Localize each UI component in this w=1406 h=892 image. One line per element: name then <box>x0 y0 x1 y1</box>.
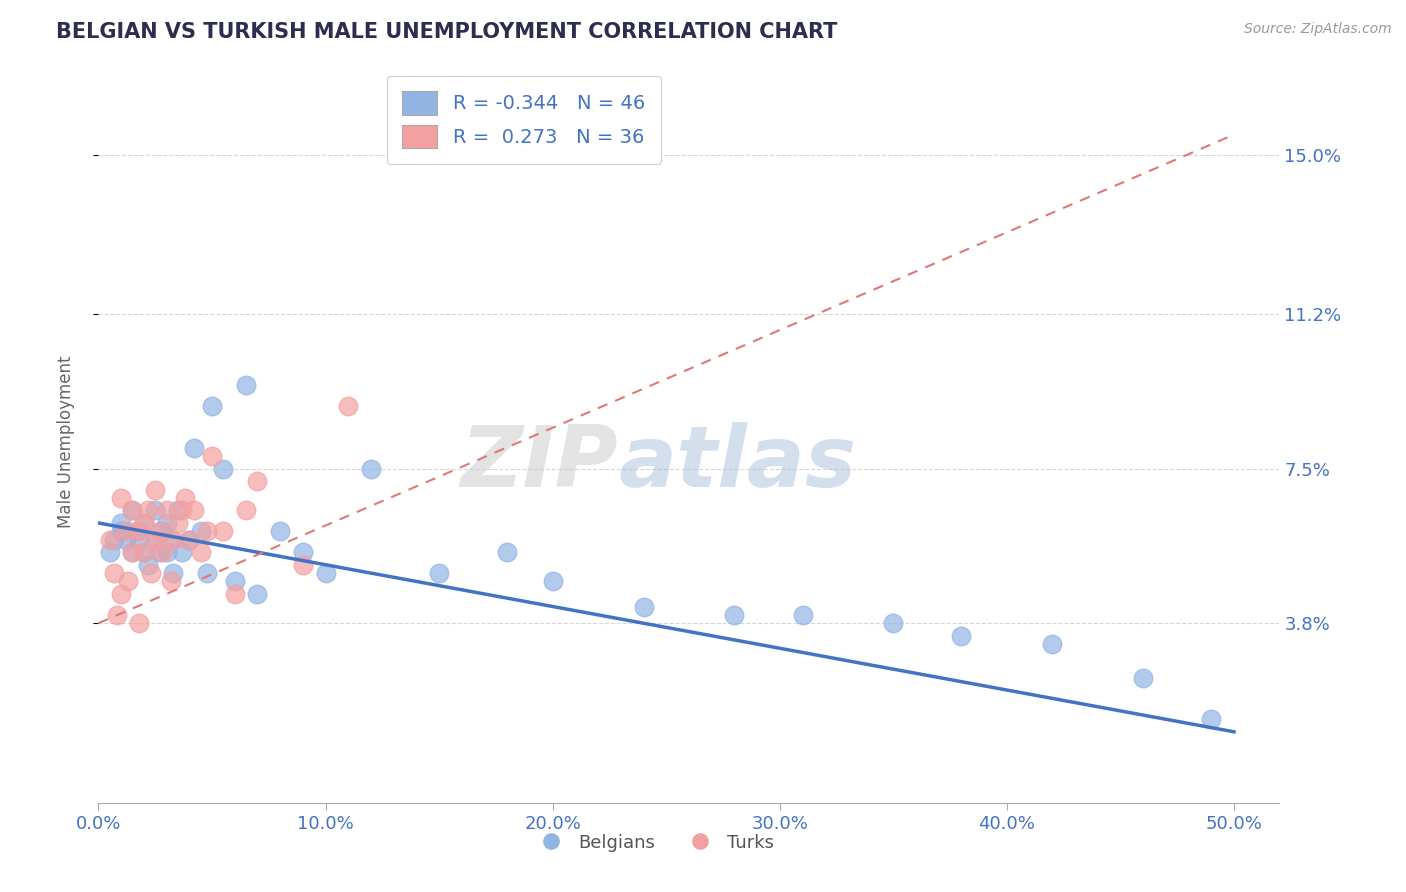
Point <box>496 545 519 559</box>
Point <box>723 607 745 622</box>
Point <box>143 503 166 517</box>
Point <box>950 629 973 643</box>
Point <box>103 533 125 547</box>
Point <box>269 524 291 539</box>
Point <box>246 587 269 601</box>
Point <box>201 399 224 413</box>
Point <box>149 545 172 559</box>
Point <box>212 461 235 475</box>
Point <box>160 574 183 589</box>
Point <box>201 449 224 463</box>
Point <box>138 503 160 517</box>
Point <box>179 533 201 547</box>
Point <box>114 524 136 539</box>
Point <box>128 616 150 631</box>
Point <box>110 491 132 505</box>
Point <box>197 566 219 580</box>
Point <box>1201 712 1223 726</box>
Point <box>1132 671 1154 685</box>
Text: Source: ZipAtlas.com: Source: ZipAtlas.com <box>1244 22 1392 37</box>
Point <box>132 545 155 559</box>
Point <box>150 524 173 539</box>
Point <box>110 524 132 539</box>
Point <box>105 607 128 622</box>
Point <box>167 516 190 530</box>
Point <box>315 566 337 580</box>
Point <box>541 574 564 589</box>
Point <box>121 545 143 559</box>
Point <box>190 524 212 539</box>
Point <box>162 533 184 547</box>
Point <box>128 533 150 547</box>
Point <box>143 483 166 497</box>
Point <box>167 503 190 517</box>
Text: ZIP: ZIP <box>460 422 619 505</box>
Y-axis label: Male Unemployment: Male Unemployment <box>56 355 75 528</box>
Point <box>138 558 160 572</box>
Point <box>121 503 143 517</box>
Point <box>173 491 195 505</box>
Point <box>235 503 257 517</box>
Point <box>143 533 166 547</box>
Point <box>291 558 314 572</box>
Text: atlas: atlas <box>619 422 856 505</box>
Point <box>427 566 450 580</box>
Point <box>172 545 194 559</box>
Point <box>117 574 139 589</box>
Point <box>212 524 235 539</box>
Point <box>110 516 132 530</box>
Point <box>291 545 314 559</box>
Point <box>121 545 143 559</box>
Point <box>139 566 162 580</box>
Point <box>114 533 136 547</box>
Point <box>183 503 205 517</box>
Point <box>103 566 125 580</box>
Point <box>792 607 814 622</box>
Point <box>190 545 212 559</box>
Point <box>155 545 177 559</box>
Point <box>172 503 194 517</box>
Point <box>155 503 177 517</box>
Point <box>246 474 269 488</box>
Point <box>98 533 121 547</box>
Legend: Belgians, Turks: Belgians, Turks <box>526 826 782 859</box>
Point <box>179 533 201 547</box>
Point <box>160 533 183 547</box>
Point <box>197 524 219 539</box>
Point <box>143 533 166 547</box>
Point <box>882 616 904 631</box>
Point <box>128 524 150 539</box>
Point <box>224 587 246 601</box>
Point <box>633 599 655 614</box>
Point <box>132 516 155 530</box>
Point <box>132 545 155 559</box>
Point <box>224 574 246 589</box>
Point <box>121 503 143 517</box>
Point <box>149 524 172 539</box>
Point <box>1040 637 1063 651</box>
Point <box>337 399 360 413</box>
Point <box>183 441 205 455</box>
Point <box>162 566 184 580</box>
Point <box>125 524 148 539</box>
Point <box>360 461 382 475</box>
Point <box>98 545 121 559</box>
Text: BELGIAN VS TURKISH MALE UNEMPLOYMENT CORRELATION CHART: BELGIAN VS TURKISH MALE UNEMPLOYMENT COR… <box>56 22 838 42</box>
Point <box>150 545 173 559</box>
Point <box>235 378 257 392</box>
Point <box>132 516 155 530</box>
Point <box>110 587 132 601</box>
Point <box>155 516 177 530</box>
